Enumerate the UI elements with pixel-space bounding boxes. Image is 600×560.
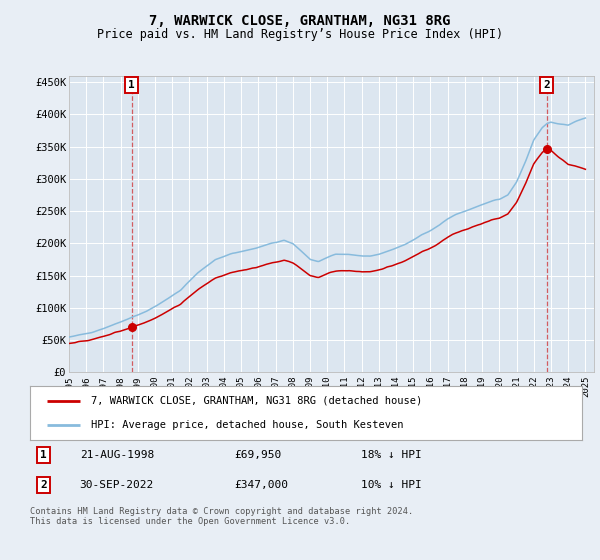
Text: £347,000: £347,000 — [234, 480, 288, 490]
Text: 7, WARWICK CLOSE, GRANTHAM, NG31 8RG: 7, WARWICK CLOSE, GRANTHAM, NG31 8RG — [149, 14, 451, 28]
Text: 18% ↓ HPI: 18% ↓ HPI — [361, 450, 422, 460]
Text: £69,950: £69,950 — [234, 450, 281, 460]
Text: 1: 1 — [40, 450, 47, 460]
Text: 10% ↓ HPI: 10% ↓ HPI — [361, 480, 422, 490]
Text: 1: 1 — [128, 80, 135, 90]
Text: 21-AUG-1998: 21-AUG-1998 — [80, 450, 154, 460]
Text: 2: 2 — [543, 80, 550, 90]
Text: 30-SEP-2022: 30-SEP-2022 — [80, 480, 154, 490]
Text: Contains HM Land Registry data © Crown copyright and database right 2024.
This d: Contains HM Land Registry data © Crown c… — [30, 507, 413, 526]
Text: HPI: Average price, detached house, South Kesteven: HPI: Average price, detached house, Sout… — [91, 420, 403, 430]
Text: 7, WARWICK CLOSE, GRANTHAM, NG31 8RG (detached house): 7, WARWICK CLOSE, GRANTHAM, NG31 8RG (de… — [91, 396, 422, 406]
Text: 2: 2 — [40, 480, 47, 490]
Text: Price paid vs. HM Land Registry’s House Price Index (HPI): Price paid vs. HM Land Registry’s House … — [97, 28, 503, 41]
